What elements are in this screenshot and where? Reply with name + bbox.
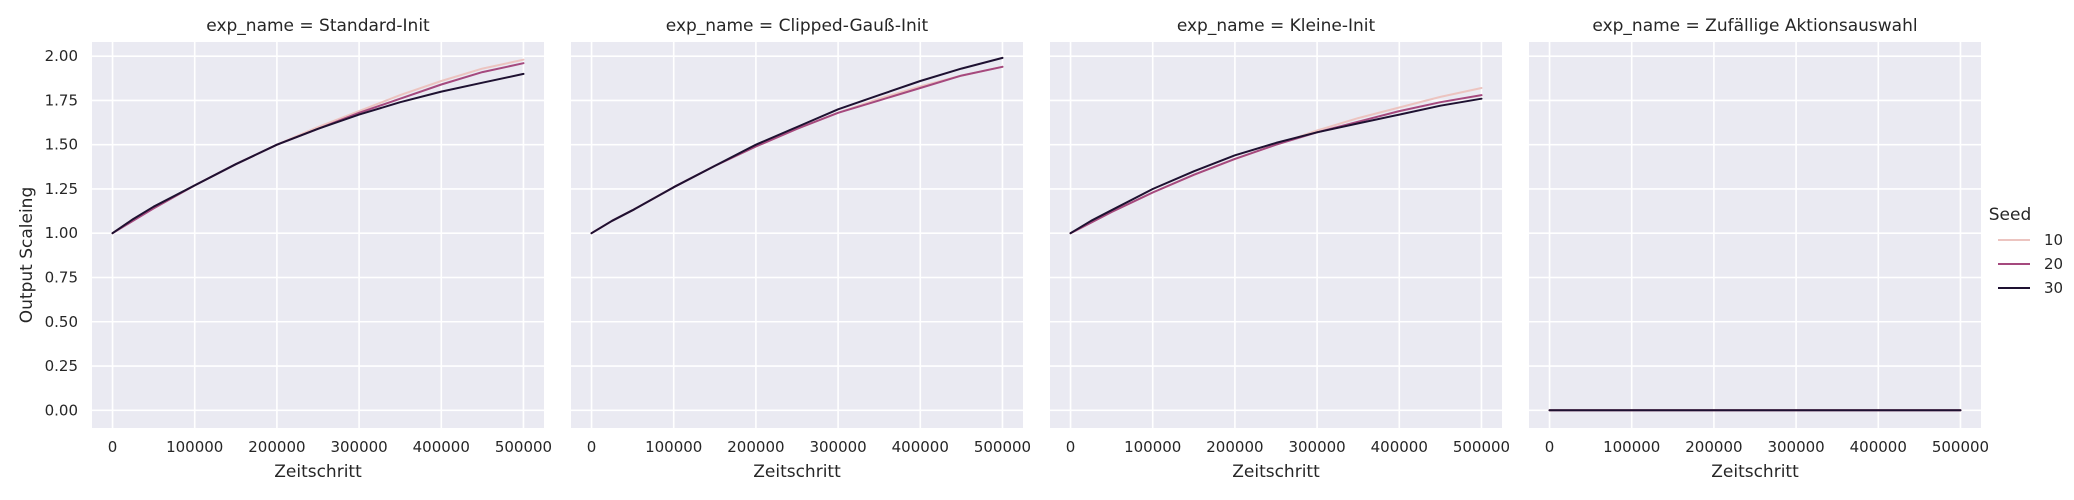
panels-group: 0.00 0.25 0.50 0.75 1.00 1.25 1.50 1.75 2.00 0 100… (45, 16, 1989, 482)
x-tick-label: 100000 (166, 438, 223, 456)
x-tick-label: 400000 (1371, 438, 1428, 456)
x-tick-label: 500000 (1932, 438, 1989, 456)
x-tick-label: 400000 (413, 438, 470, 456)
y-tick-label: 0.75 (45, 268, 78, 286)
y-tick-label: 1.50 (45, 136, 78, 154)
y-tick-label: 1.00 (45, 224, 78, 242)
x-axis-label: Zeitschritt (1711, 462, 1799, 482)
panel-2: 0 100000 200000 300000 400000 500000 Zeitschri… (571, 16, 1031, 482)
y-tick-label: 0.50 (45, 313, 78, 331)
x-tick-label: 300000 (1767, 438, 1824, 456)
x-tick-label: 400000 (1850, 438, 1907, 456)
panel-background (1529, 42, 1981, 428)
x-tick-label: 0 (587, 438, 597, 456)
y-tick-label: 1.75 (45, 91, 78, 109)
x-tick-label: 300000 (330, 438, 387, 456)
x-tick-label: 500000 (974, 438, 1031, 456)
x-tick-label: 100000 (645, 438, 702, 456)
x-axis-label: Zeitschritt (274, 462, 362, 482)
series-line-seed-30 (590, 56, 1004, 235)
y-tick-label: 0.00 (45, 401, 78, 419)
y-tick-label: 1.25 (45, 180, 78, 198)
panel-background (571, 42, 1023, 428)
panel-3: 0 100000 200000 300000 400000 500000 Zeitschri… (1050, 16, 1510, 482)
x-axis-label: Zeitschritt (753, 462, 841, 482)
x-tick-label: 300000 (809, 438, 866, 456)
panel-title: exp_name = Kleine-Init (1177, 16, 1376, 36)
x-tick-label: 200000 (1206, 438, 1263, 456)
x-tick-label: 200000 (248, 438, 305, 456)
series-line-seed-30 (111, 72, 525, 235)
series-line-seed-30 (1069, 97, 1483, 235)
legend-label-30: 30 (2044, 279, 2063, 297)
x-tick-label: 100000 (1603, 438, 1660, 456)
y-tick-label: 2.00 (45, 47, 78, 65)
x-tick-label: 0 (1545, 438, 1555, 456)
x-tick-label: 200000 (727, 438, 784, 456)
x-tick-label: 500000 (1453, 438, 1510, 456)
panel-background (92, 42, 544, 428)
y-tick-label: 0.25 (45, 357, 78, 375)
legend: Seed 10 20 30 (1989, 205, 2063, 297)
x-axis-label: Zeitschritt (1232, 462, 1320, 482)
legend-label-20: 20 (2044, 255, 2063, 273)
shared-y-axis-label: Output Scaleing (17, 187, 37, 323)
x-tick-label: 300000 (1288, 438, 1345, 456)
panel-title: exp_name = Standard-Init (206, 16, 430, 36)
x-tick-label: 500000 (495, 438, 552, 456)
legend-title: Seed (1989, 205, 2032, 225)
panel-1: 0.00 0.25 0.50 0.75 1.00 1.25 1.50 1.75 2.00 0 100… (45, 16, 552, 482)
legend-label-10: 10 (2044, 231, 2063, 249)
panel-4: 0 100000 200000 300000 400000 500000 Zeitschri… (1529, 16, 1989, 482)
x-tick-label: 0 (1066, 438, 1076, 456)
series-line-seed-20 (1069, 94, 1483, 235)
x-tick-label: 400000 (892, 438, 949, 456)
panel-title: exp_name = Clipped-Gauß-Init (666, 16, 929, 36)
x-tick-label: 100000 (1124, 438, 1181, 456)
panel-background (1050, 42, 1502, 428)
x-tick-label: 0 (108, 438, 118, 456)
panel-title: exp_name = Zufällige Aktionsauswahl (1592, 16, 1917, 36)
x-tick-label: 200000 (1685, 438, 1742, 456)
